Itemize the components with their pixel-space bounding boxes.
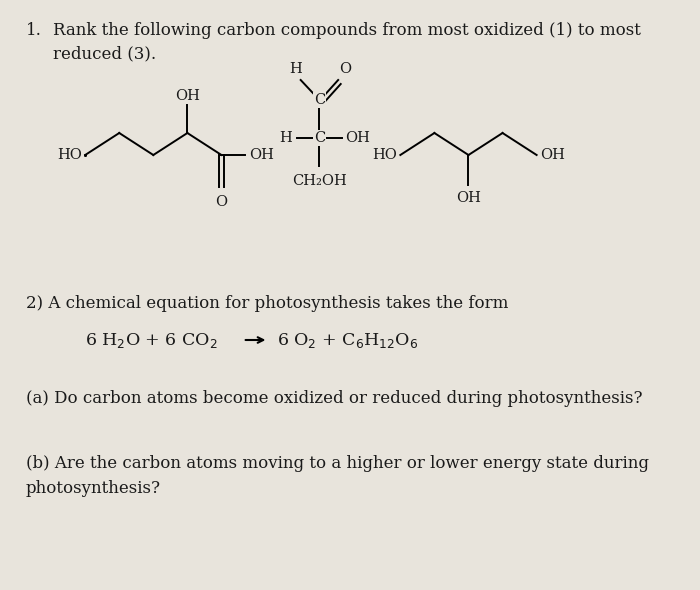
Text: H: H — [289, 62, 302, 76]
Text: 1.: 1. — [26, 22, 41, 39]
Text: O: O — [216, 195, 228, 209]
Text: (a) Do carbon atoms become oxidized or reduced during photosynthesis?: (a) Do carbon atoms become oxidized or r… — [26, 390, 642, 407]
Text: Rank the following carbon compounds from most oxidized (1) to most
reduced (3).: Rank the following carbon compounds from… — [52, 22, 640, 63]
Text: OH: OH — [345, 131, 370, 145]
Text: C: C — [314, 131, 325, 145]
Text: (b) Are the carbon atoms moving to a higher or lower energy state during
photosy: (b) Are the carbon atoms moving to a hig… — [26, 455, 649, 497]
Text: HO: HO — [57, 148, 82, 162]
Text: H: H — [279, 131, 292, 145]
Text: OH: OH — [540, 148, 565, 162]
Text: OH: OH — [456, 191, 481, 205]
Text: 6 H$_2$O + 6 CO$_2$: 6 H$_2$O + 6 CO$_2$ — [85, 330, 218, 349]
Text: OH: OH — [175, 89, 199, 103]
Text: 2) A chemical equation for photosynthesis takes the form: 2) A chemical equation for photosynthesi… — [26, 295, 508, 312]
Text: HO: HO — [372, 148, 397, 162]
Text: OH: OH — [248, 148, 274, 162]
Text: O: O — [339, 62, 351, 76]
Text: CH₂OH: CH₂OH — [292, 174, 346, 188]
Text: C: C — [314, 93, 325, 107]
Text: 6 O$_2$ + C$_6$H$_{12}$O$_6$: 6 O$_2$ + C$_6$H$_{12}$O$_6$ — [276, 330, 418, 349]
